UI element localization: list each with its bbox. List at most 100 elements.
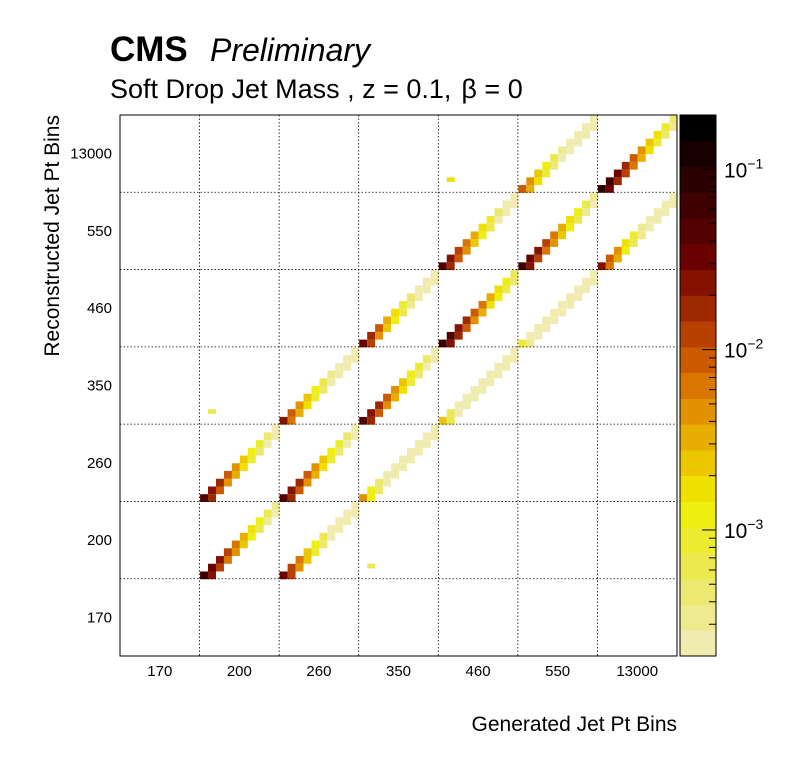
heatmap-cell <box>534 254 543 263</box>
heatmap-cell <box>478 300 487 309</box>
heatmap-cell <box>295 486 304 495</box>
heatmap-cell <box>526 254 535 263</box>
heatmap-cell <box>422 440 431 448</box>
heatmap-cell <box>534 169 543 178</box>
color-scale-swatch <box>680 424 716 451</box>
heatmap-cell <box>359 416 368 425</box>
heatmap-cell <box>231 471 240 479</box>
heatmap-cell <box>391 463 399 472</box>
heatmap-cell <box>526 185 535 193</box>
heatmap-cell <box>422 285 431 294</box>
heatmap-cell <box>526 177 535 186</box>
heatmap-cell <box>208 486 216 495</box>
heatmap-cell <box>383 393 392 402</box>
heatmap-cell <box>327 370 336 379</box>
heatmap-cell <box>287 416 296 425</box>
heatmap-cell <box>462 316 471 325</box>
heatmap-cell <box>605 254 614 263</box>
heatmap-cell <box>558 223 567 232</box>
heatmap-cell <box>215 563 224 572</box>
heatmap-cell <box>295 409 304 417</box>
heatmap-cell <box>239 463 248 472</box>
heatmap-cell <box>502 355 511 363</box>
chart-subtitle: Soft Drop Jet Mass , z = 0.1, β = 0 <box>110 74 523 105</box>
heatmap-cell <box>558 300 567 309</box>
heatmap-cell <box>383 324 392 332</box>
heatmap-cell <box>637 154 646 162</box>
heatmap-cell <box>613 177 622 186</box>
heatmap-cell <box>494 293 503 301</box>
heatmap-cell <box>367 409 376 417</box>
heatmap-cell <box>279 416 288 425</box>
heatmap-cell <box>383 316 392 325</box>
heatmap-cell <box>327 378 336 386</box>
heatmap-cell <box>613 254 622 263</box>
heatmap-cell <box>367 494 376 502</box>
heatmap-cell <box>422 355 431 363</box>
heatmap-cell <box>287 409 296 417</box>
heatmap-cell <box>661 123 670 131</box>
heatmap-cell <box>518 262 527 271</box>
subtitle-main: Soft Drop Jet Mass , z = 0.1, <box>110 74 452 104</box>
heatmap-cell <box>343 517 352 526</box>
x-tick-label: 460 <box>466 663 491 680</box>
heatmap-cell <box>438 339 447 348</box>
heatmap-cell <box>542 324 551 332</box>
heatmap-cell <box>454 409 463 417</box>
heatmap-cell <box>589 192 598 201</box>
heatmap-cell <box>621 239 630 247</box>
x-tick-label: 200 <box>227 663 252 680</box>
heatmap-cell <box>446 254 455 263</box>
heatmap-cell <box>231 463 240 472</box>
heatmap-cell <box>454 254 463 263</box>
heatmap-cell <box>502 362 511 371</box>
heatmap-cell <box>383 471 392 479</box>
heatmap-cell <box>470 386 479 394</box>
heatmap-cell <box>351 355 360 363</box>
color-scale-swatch <box>680 475 716 502</box>
heatmap-cell <box>645 146 654 155</box>
heatmap-cell <box>287 563 296 572</box>
heatmap-cell <box>582 130 590 139</box>
y-tick-label: 13000 <box>70 146 112 163</box>
heatmap-cell <box>430 347 439 356</box>
color-scale-swatch <box>680 243 716 271</box>
heatmap-cell <box>589 200 598 209</box>
color-scale-swatch <box>680 295 716 322</box>
heatmap-cell <box>550 154 559 162</box>
heatmap-cell <box>637 223 646 232</box>
heatmap-cell <box>208 563 216 572</box>
heatmap-cell <box>200 571 209 580</box>
heatmap-cell <box>263 509 272 518</box>
heatmap-cell <box>208 571 216 580</box>
heatmap-cell <box>494 362 503 371</box>
heatmap-cell <box>287 571 296 580</box>
heatmap-cell <box>582 200 590 209</box>
heatmap-cell <box>351 501 360 510</box>
heatmap-cell <box>605 177 614 186</box>
heatmap-cell <box>661 200 670 209</box>
heatmap-cell <box>303 401 312 410</box>
heatmap-cell <box>406 378 415 386</box>
heatmap-cell <box>637 231 646 240</box>
heatmap-cell <box>574 293 583 301</box>
heatmap-cell <box>391 386 399 394</box>
heatmap-cell <box>454 401 463 410</box>
heatmap-cell <box>399 308 407 317</box>
heatmap-cell <box>231 540 240 549</box>
heatmap-cell <box>621 161 630 170</box>
heatmap-cell <box>669 200 678 209</box>
heatmap-cell <box>383 478 392 487</box>
heatmap-cell <box>669 115 678 124</box>
heatmap-cell <box>414 285 423 294</box>
heatmap-cell <box>406 370 415 379</box>
heatmap-cell <box>669 192 678 201</box>
heatmap-cell <box>494 215 503 224</box>
heatmap-cell <box>391 316 399 325</box>
heatmap-cell <box>359 339 368 348</box>
heatmap-cell <box>605 262 614 271</box>
heatmap-cell <box>406 447 415 456</box>
heatmap-cell <box>422 432 431 441</box>
x-tick-label: 550 <box>545 663 570 680</box>
heatmap-cell <box>367 339 376 348</box>
